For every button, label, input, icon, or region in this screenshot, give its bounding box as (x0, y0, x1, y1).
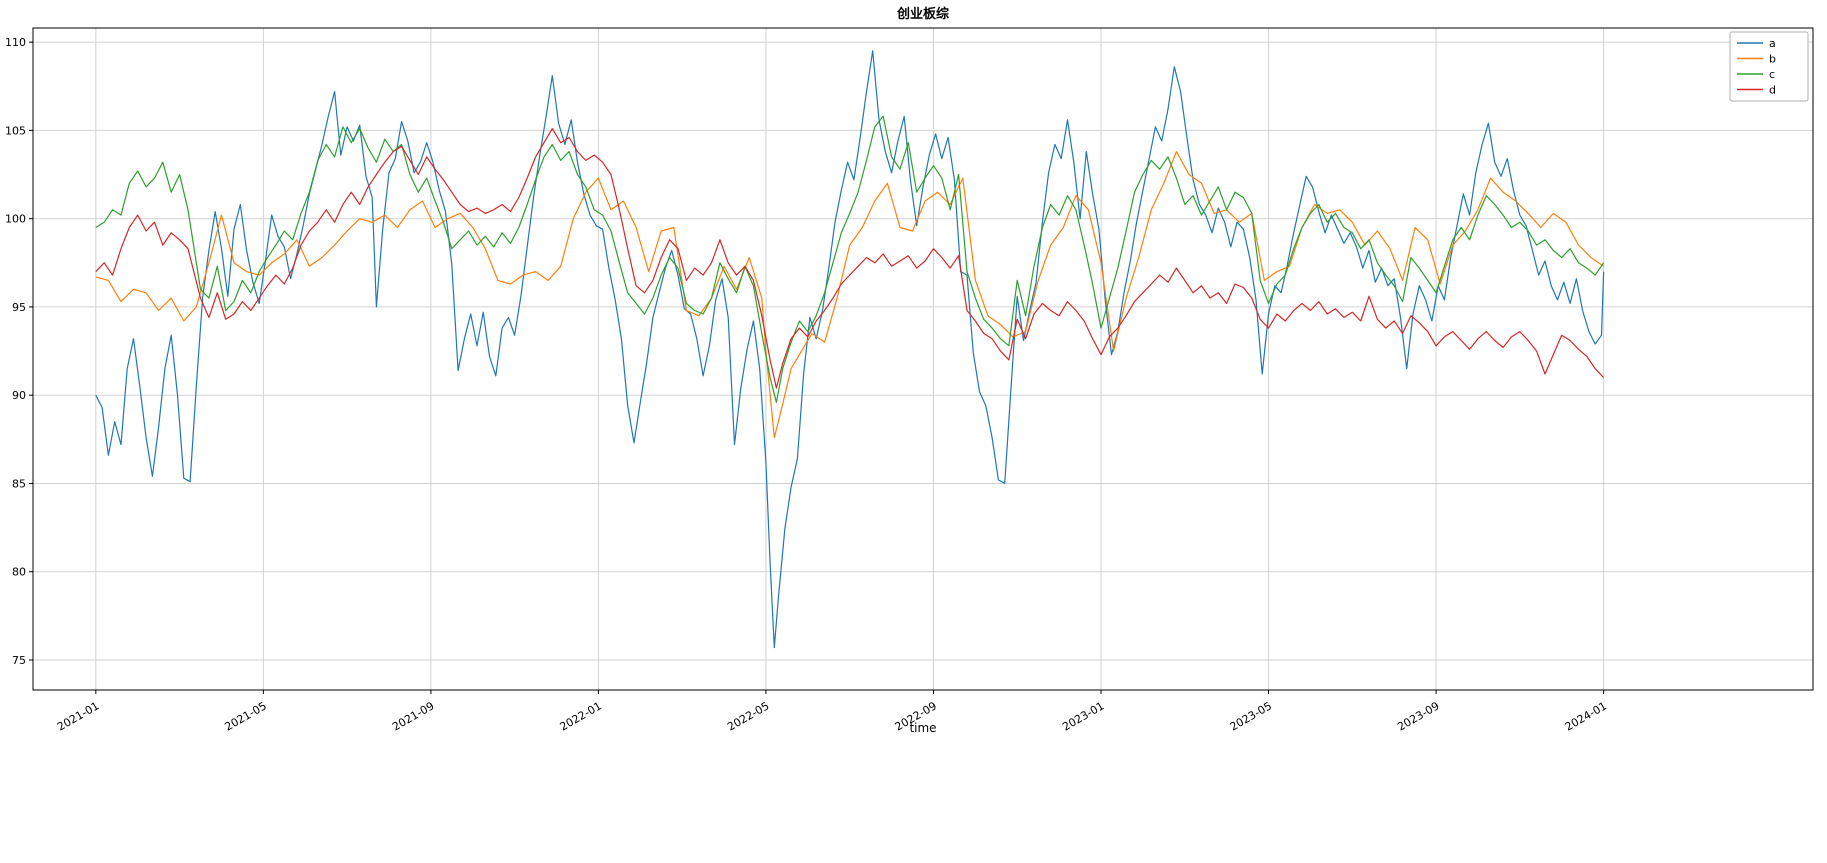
x-tick-label: 2023-09 (1395, 699, 1441, 733)
y-tick-label: 75 (12, 654, 26, 667)
legend-label-b: b (1769, 53, 1776, 66)
legend-box (1729, 31, 1809, 102)
y-tick-label: 105 (5, 124, 26, 137)
x-tick-label: 2021-01 (55, 699, 101, 733)
series-a-line (95, 50, 1605, 649)
y-tick-label: 100 (5, 213, 26, 226)
x-tick-label: 2022-01 (558, 699, 604, 733)
series-d-line (95, 128, 1605, 389)
x-tick-label: 2021-05 (223, 699, 269, 733)
x-tick-label: 2022-05 (725, 699, 771, 733)
series-c-line (95, 115, 1605, 403)
legend-label-a: a (1769, 37, 1776, 50)
x-tick-label: 2021-09 (390, 699, 436, 733)
y-tick-label: 110 (5, 36, 26, 49)
x-tick-label: 2023-01 (1060, 699, 1106, 733)
y-tick-label: 85 (12, 477, 26, 490)
series-b-line (95, 151, 1604, 439)
legend-label-c: c (1769, 68, 1775, 81)
y-tick-label: 90 (12, 389, 26, 402)
x-axis-label: time (909, 721, 936, 735)
y-tick-label: 95 (12, 301, 26, 314)
legend-label-d: d (1769, 84, 1776, 97)
axes-frame (32, 27, 1814, 691)
y-tick-label: 80 (12, 566, 26, 579)
x-tick-label: 2023-05 (1228, 699, 1274, 733)
x-tick-label: 2024-01 (1563, 699, 1609, 733)
chart-title: 创业板综 (896, 6, 949, 22)
